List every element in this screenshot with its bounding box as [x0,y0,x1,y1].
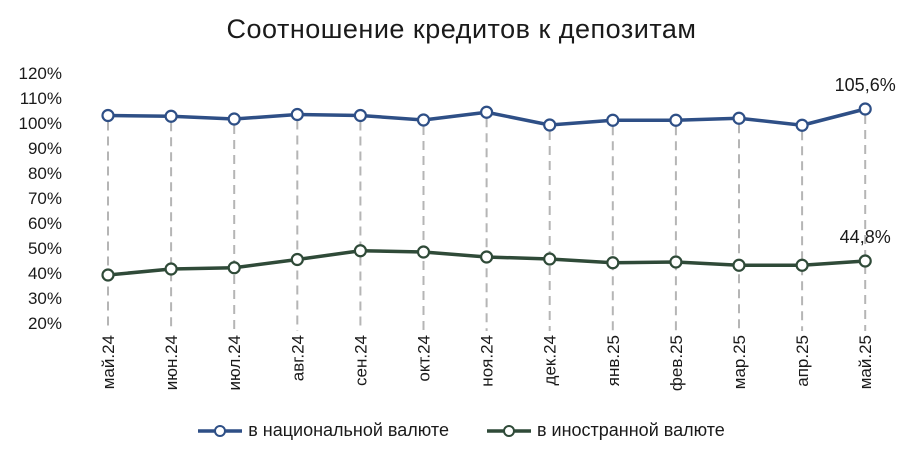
data-point [416,113,431,127]
x-tick-label: янв.25 [604,335,623,386]
y-tick-label: 60% [28,214,62,233]
data-point [290,252,304,267]
data-point [101,268,115,282]
data-point [227,261,241,275]
y-tick-label: 90% [28,139,62,158]
legend-item-foreign: в иностранной валюте [486,420,725,441]
data-point [669,113,683,127]
data-point [858,254,872,268]
y-tick-label: 30% [28,289,62,308]
x-tick-label: авг.24 [288,335,307,381]
x-tick-label: дек.24 [541,335,560,385]
data-point [480,105,494,119]
y-tick-label: 40% [28,264,62,283]
y-tick-label: 70% [28,189,62,208]
y-tick-label: 110% [20,89,62,108]
data-point [543,252,557,266]
x-tick-label: июн.24 [162,335,181,390]
y-tick-label: 80% [28,164,62,183]
x-tick-label: апр.25 [793,335,812,387]
x-tick-label: мар.25 [730,335,749,389]
chart-legend: в национальной валюте в иностранной валю… [0,420,923,441]
data-point [101,108,115,123]
data-point [795,258,809,272]
data-point [416,245,431,259]
y-tick-label: 50% [28,239,62,258]
x-tick-label: май.25 [856,335,875,389]
data-point [480,250,494,264]
y-tick-label: 20% [28,314,62,333]
legend-label-national: в национальной валюте [248,420,449,440]
x-tick-label: ноя.24 [478,335,497,387]
data-label: 105,6% [835,75,896,95]
data-point [606,113,620,127]
x-tick-label: сен.24 [351,335,370,386]
data-point [353,108,367,123]
legend-swatch-foreign-icon [486,424,531,437]
y-tick-label: 120% [19,64,62,83]
data-point [227,112,241,126]
data-point [353,244,367,258]
x-tick-label: май.24 [99,335,118,389]
x-tick-label: июл.24 [225,335,244,390]
data-point [543,118,557,132]
data-point [669,255,683,269]
data-point [290,107,304,122]
data-label: 44,8% [840,227,891,247]
data-point [732,111,746,125]
legend-label-foreign: в иностранной валюте [536,420,725,440]
legend-item-national: в национальной валюте [198,420,449,441]
data-point [795,118,809,132]
y-tick-label: 100% [19,114,62,133]
x-tick-label: окт.24 [415,335,434,382]
data-point [858,102,872,116]
data-point [164,262,178,276]
data-point [732,258,746,272]
x-tick-label: фев.25 [667,335,686,391]
legend-swatch-national-icon [198,424,243,437]
chart-title: Соотношение кредитов к депозитам [226,14,697,44]
data-point [164,109,178,123]
data-point [606,256,620,270]
